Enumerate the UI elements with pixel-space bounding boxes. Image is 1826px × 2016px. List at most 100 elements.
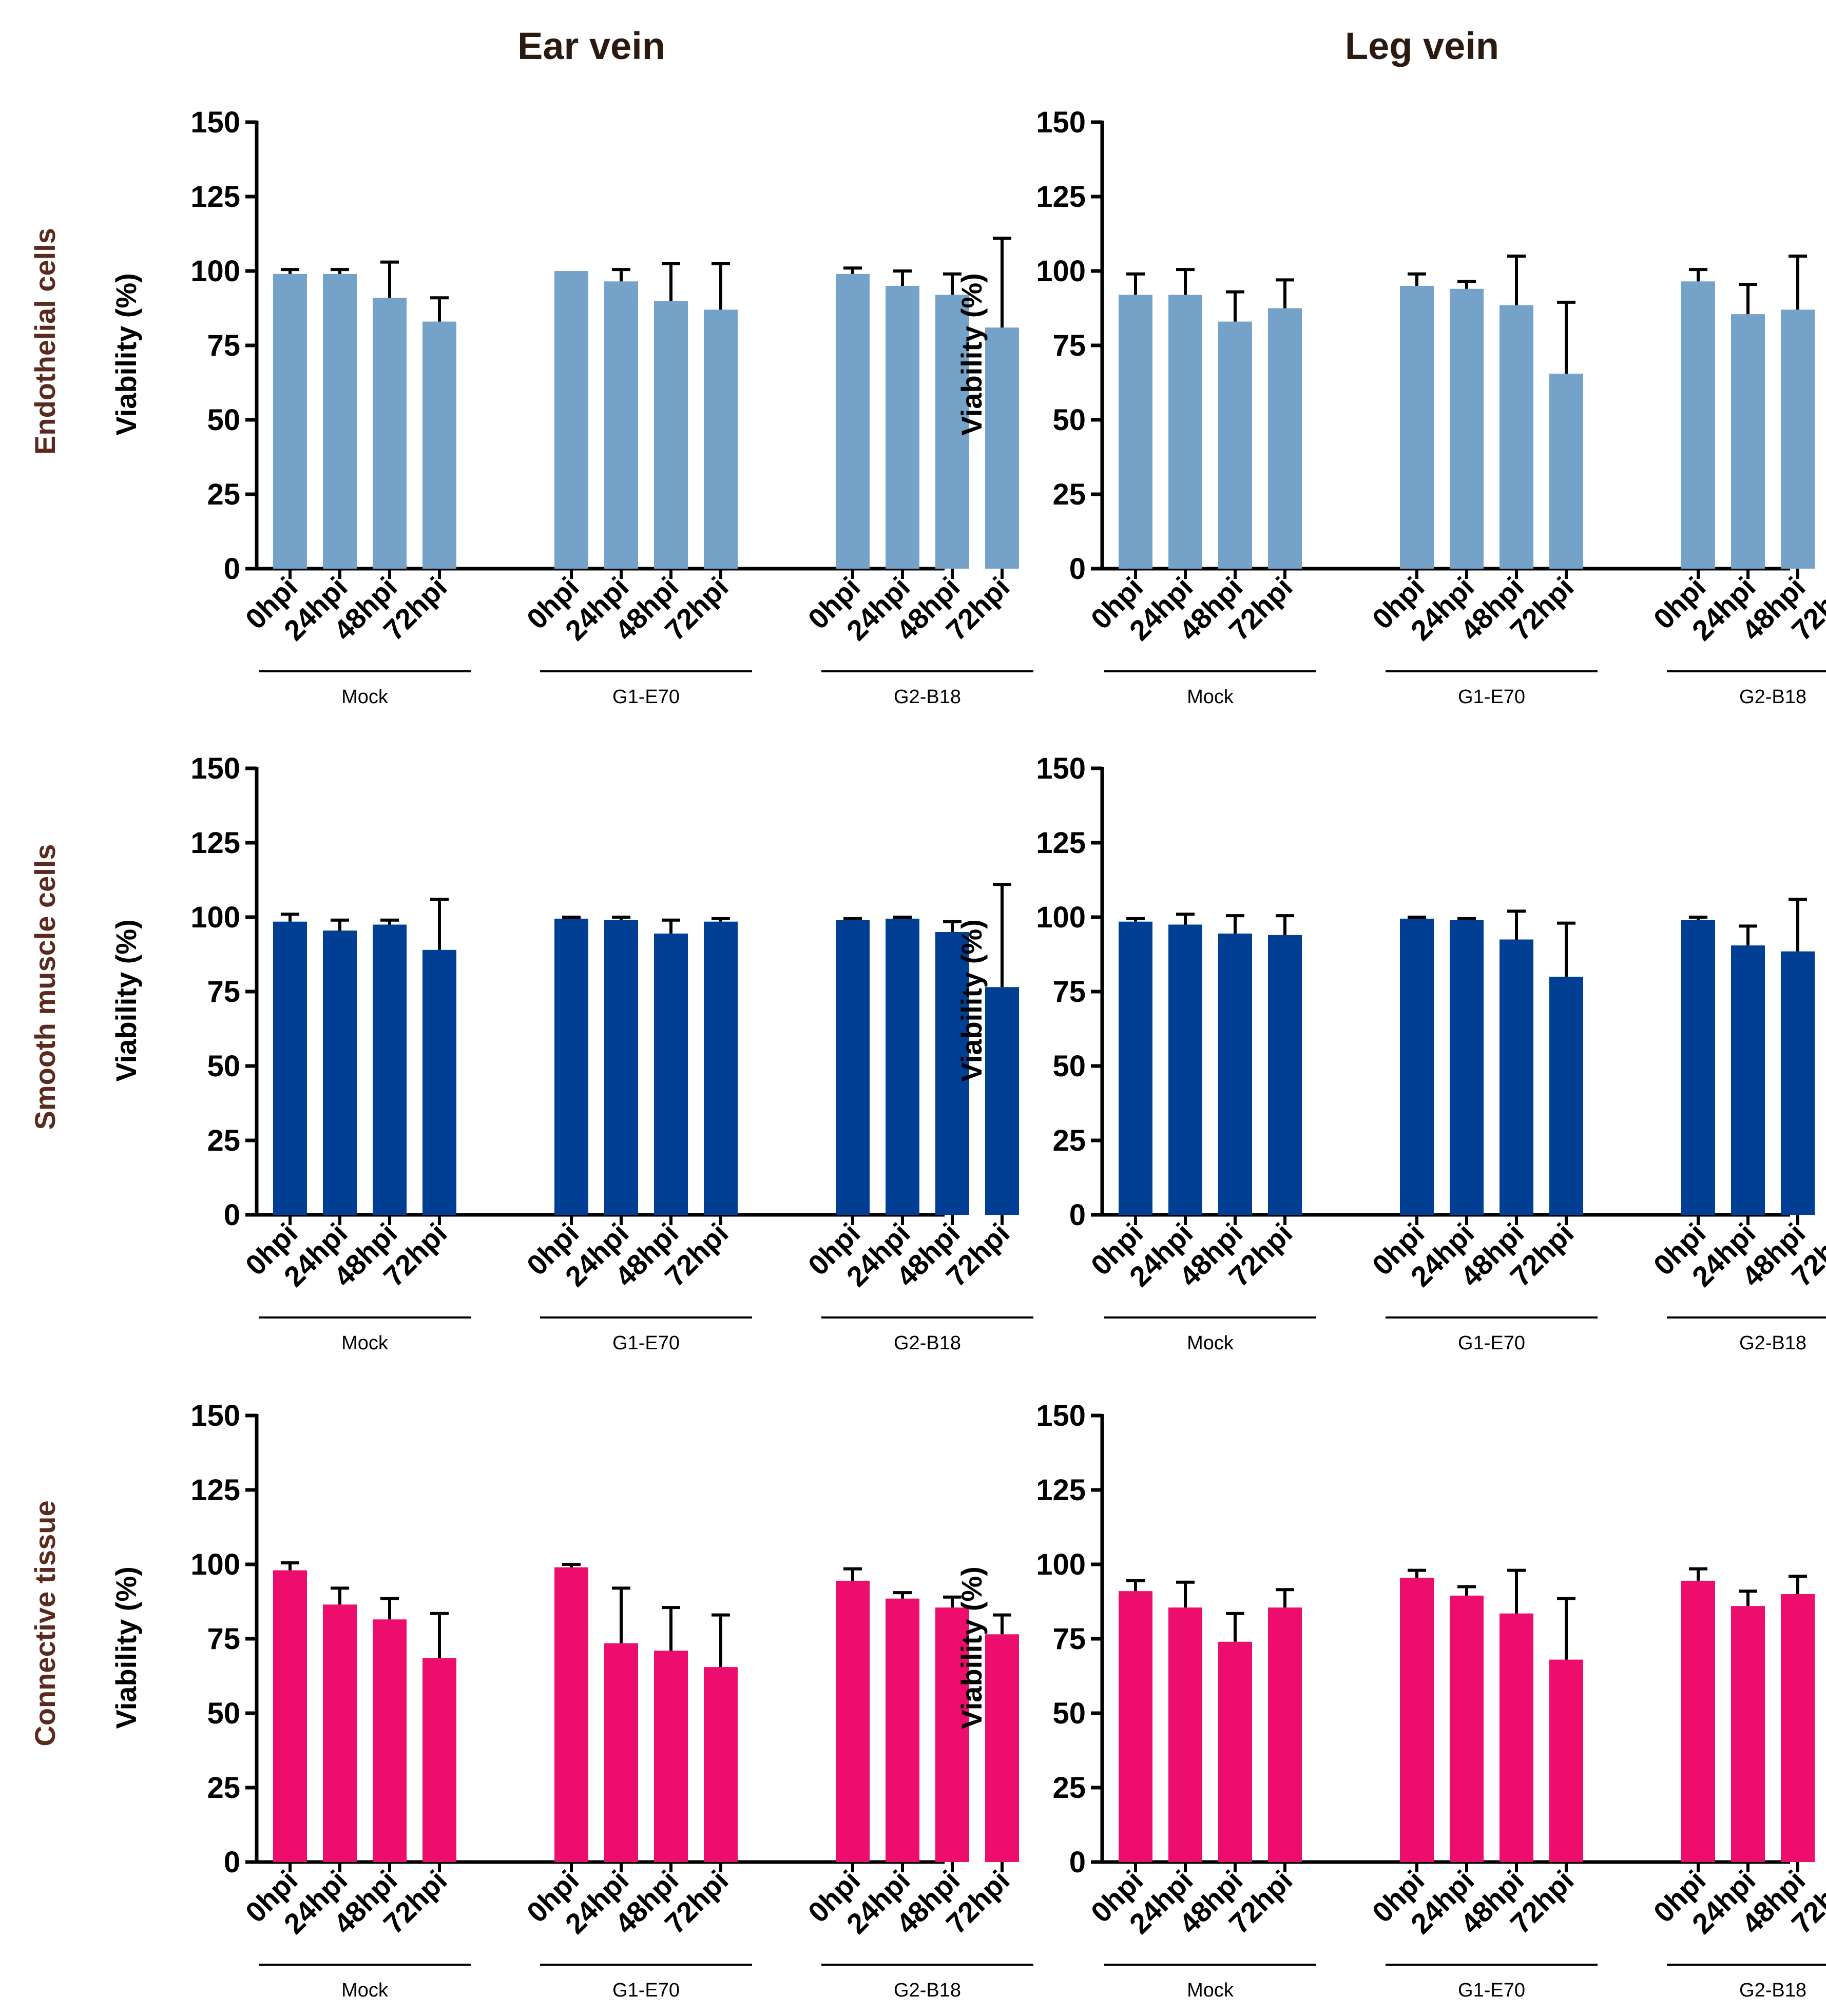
y-tick-label: 25 [207, 1771, 240, 1805]
y-tick-label: 125 [1036, 180, 1086, 214]
y-tick-label: 75 [1052, 1622, 1086, 1656]
bar-G1-E70-72hpi [704, 921, 738, 1215]
bar-G1-E70-48hpi [654, 301, 688, 569]
y-tick-label: 100 [190, 901, 240, 934]
bar-G2-B18-72hpi [985, 987, 1019, 1215]
bar-Mock-24hpi [323, 931, 357, 1215]
column-title-leg-vein: Leg vein [1345, 25, 1499, 67]
bar-G1-E70-0hpi [1400, 1578, 1434, 1862]
group-label: Mock [1187, 686, 1234, 708]
group-label: Mock [1187, 1332, 1234, 1354]
y-tick-label: 0 [1069, 1846, 1086, 1879]
bar-G2-B18-24hpi [886, 1598, 919, 1862]
bar-G2-B18-72hpi [985, 1634, 1019, 1862]
bar-G2-B18-48hpi [1781, 951, 1815, 1215]
y-tick-label: 100 [190, 255, 240, 288]
bar-G1-E70-24hpi [1450, 1595, 1484, 1862]
y-tick-label: 150 [1036, 1399, 1086, 1432]
bar-G1-E70-72hpi [1549, 977, 1583, 1215]
bar-G2-B18-0hpi [1681, 1580, 1715, 1862]
y-tick-label: 100 [1036, 1548, 1086, 1581]
bar-Mock-0hpi [1119, 1591, 1152, 1862]
row-title-connective: Connective tissue [29, 1500, 61, 1746]
bar-G2-B18-48hpi [1781, 309, 1815, 569]
y-tick-label: 150 [190, 106, 240, 139]
y-tick-label: 50 [207, 403, 240, 437]
bar-Mock-48hpi [373, 1619, 407, 1862]
bar-G1-E70-72hpi [704, 1667, 738, 1862]
bar-Mock-72hpi [1268, 935, 1302, 1215]
bar-G1-E70-0hpi [554, 271, 588, 569]
group-label: Mock [341, 1332, 389, 1354]
bar-G1-E70-48hpi [1500, 939, 1533, 1215]
group-label: G1-E70 [612, 1332, 680, 1354]
y-tick-label: 0 [1069, 552, 1086, 586]
bar-G1-E70-48hpi [654, 933, 688, 1215]
group-label: G2-B18 [1739, 1332, 1806, 1354]
row-title-endothelial: Endothelial cells [29, 228, 61, 455]
y-tick-label: 50 [1052, 1050, 1086, 1083]
bar-Mock-0hpi [1119, 921, 1152, 1215]
y-tick-label: 0 [224, 1846, 240, 1879]
bar-G2-B18-0hpi [836, 920, 870, 1215]
y-axis-label: Viability (%) [110, 919, 142, 1081]
y-tick-label: 50 [207, 1050, 240, 1083]
y-tick-label: 25 [1052, 1124, 1086, 1157]
bar-G1-E70-48hpi [1500, 1613, 1533, 1862]
y-tick-label: 25 [1052, 478, 1086, 511]
bar-G1-E70-0hpi [554, 918, 588, 1215]
bar-G1-E70-0hpi [1400, 286, 1434, 569]
bar-G2-B18-24hpi [1731, 1606, 1765, 1862]
bar-G2-B18-48hpi [935, 295, 969, 569]
bar-Mock-48hpi [1218, 321, 1252, 569]
bar-chart-ear-connective: Viability (%)02550751001251500hpi24hpi48… [110, 1399, 1033, 2001]
bar-Mock-48hpi [1218, 933, 1252, 1215]
y-tick-label: 25 [207, 1124, 240, 1157]
y-tick-label: 150 [1036, 752, 1086, 785]
y-tick-label: 75 [207, 975, 240, 1009]
y-tick-label: 100 [1036, 255, 1086, 288]
y-tick-label: 0 [224, 552, 240, 586]
y-tick-label: 75 [1052, 975, 1086, 1009]
group-label: G2-B18 [894, 686, 961, 708]
bar-Mock-72hpi [422, 949, 456, 1215]
bar-G2-B18-48hpi [935, 932, 969, 1215]
row-title-smooth-muscle: Smooth muscle cells [29, 844, 61, 1130]
bar-G1-E70-24hpi [1450, 288, 1484, 569]
bar-G2-B18-0hpi [836, 274, 870, 569]
y-tick-label: 25 [1052, 1771, 1086, 1805]
y-tick-label: 0 [224, 1198, 240, 1232]
group-label: G2-B18 [1739, 1980, 1806, 2001]
bar-Mock-0hpi [273, 921, 307, 1215]
group-label: G1-E70 [1458, 1980, 1525, 2001]
bar-Mock-48hpi [1218, 1641, 1252, 1862]
bar-G1-E70-48hpi [1500, 305, 1533, 569]
bar-chart-leg-endothelial: Viability (%)02550751001251500hpi24hpi48… [955, 106, 1826, 708]
bar-G2-B18-0hpi [1681, 281, 1715, 569]
y-axis-label: Viability (%) [955, 273, 988, 435]
bar-G2-B18-48hpi [935, 1607, 969, 1862]
bar-Mock-24hpi [1168, 1607, 1202, 1862]
bar-Mock-24hpi [323, 274, 357, 569]
bar-G2-B18-24hpi [1731, 314, 1765, 569]
group-label: G1-E70 [612, 1980, 680, 2001]
group-label: G2-B18 [1739, 686, 1806, 708]
group-label: G1-E70 [1458, 1332, 1525, 1354]
group-label: G1-E70 [1458, 686, 1525, 708]
bar-G1-E70-72hpi [1549, 374, 1583, 569]
group-label: Mock [341, 686, 389, 708]
bar-G1-E70-24hpi [604, 920, 638, 1215]
y-tick-label: 75 [207, 1622, 240, 1656]
bar-Mock-72hpi [1268, 308, 1302, 569]
bar-G1-E70-0hpi [554, 1567, 588, 1862]
bar-G2-B18-24hpi [886, 918, 919, 1215]
bar-G1-E70-72hpi [704, 309, 738, 569]
y-axis-label: Viability (%) [955, 919, 988, 1081]
bar-Mock-0hpi [273, 274, 307, 569]
group-label: G1-E70 [612, 686, 680, 708]
bar-G1-E70-0hpi [1400, 918, 1434, 1215]
chart-panels: Viability (%)02550751001251500hpi24hpi48… [110, 106, 1826, 2001]
y-tick-label: 125 [1036, 826, 1086, 860]
y-tick-label: 75 [1052, 329, 1086, 362]
group-label: Mock [341, 1980, 389, 2001]
